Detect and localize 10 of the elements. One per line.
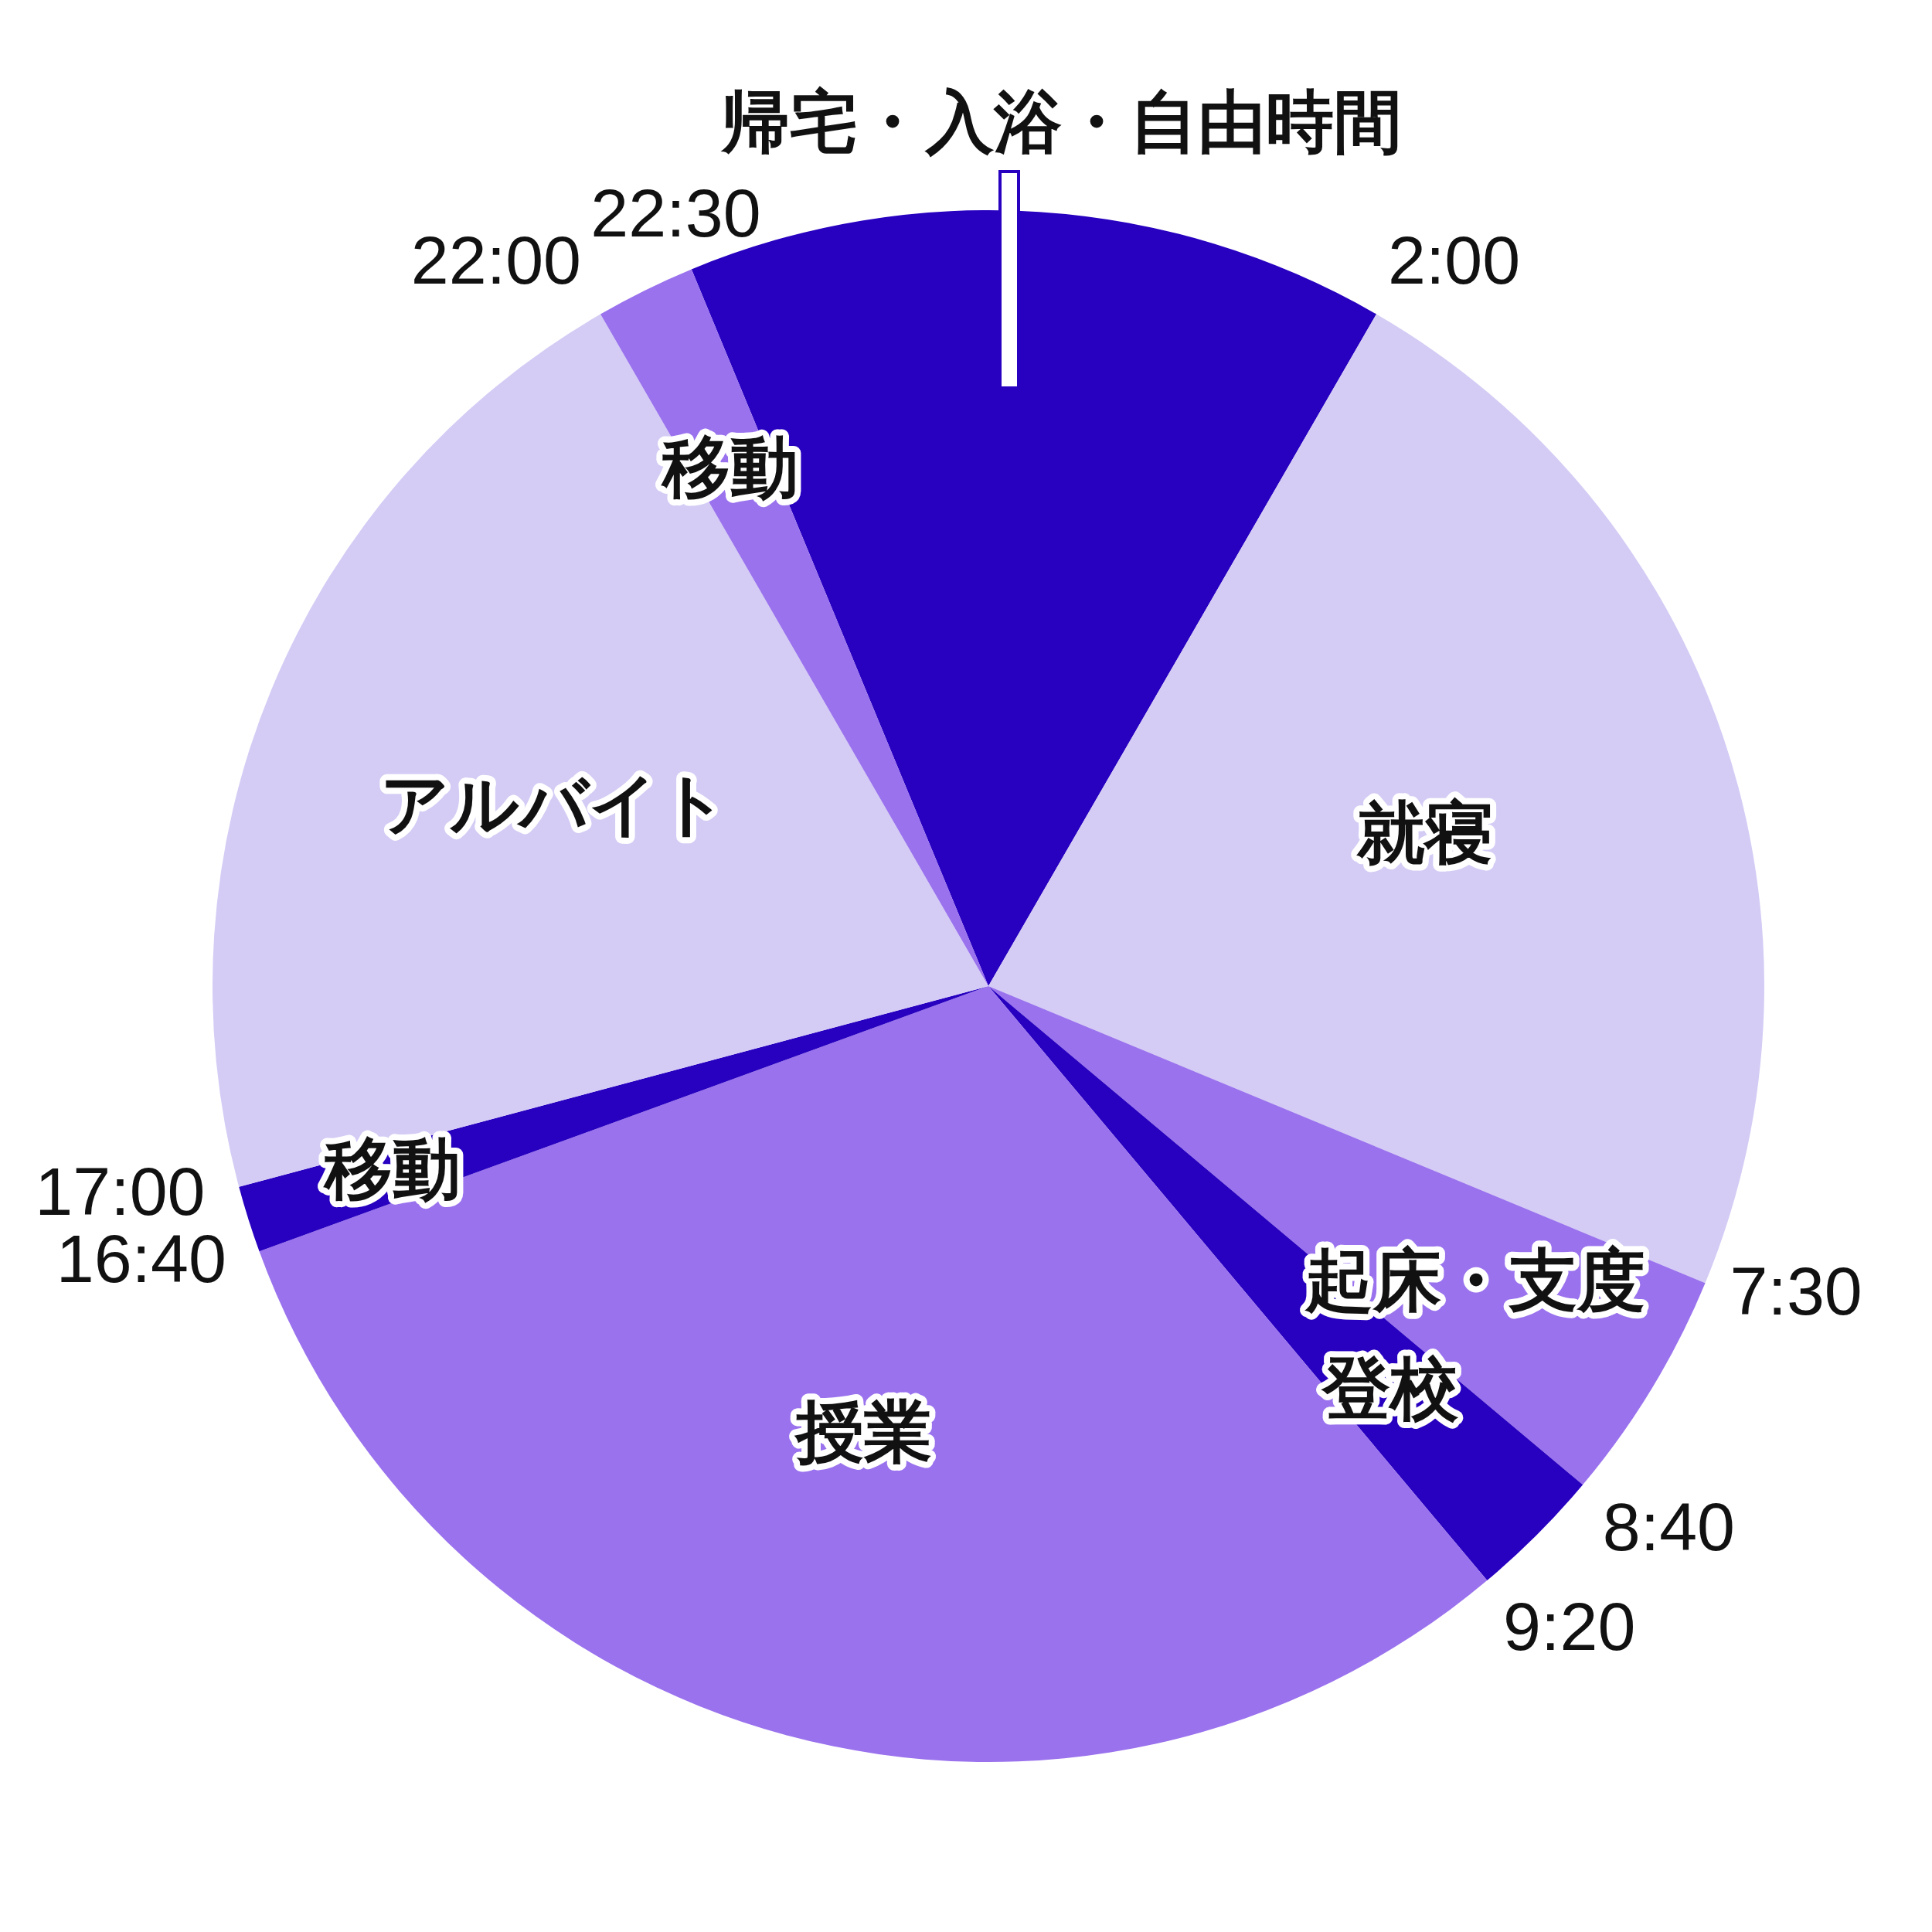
text: 9:20 — [1503, 1587, 1636, 1665]
text: 22:00 — [410, 221, 582, 298]
slice-label: 就寝 — [1356, 792, 1494, 872]
text: 2:00 — [1387, 221, 1521, 298]
text: 8:40 — [1602, 1488, 1736, 1566]
slice-label: アルバイト — [380, 764, 729, 844]
text: 22:30 — [590, 175, 761, 252]
text: 7:30 — [1730, 1253, 1862, 1330]
slice-label: 帰宅・入浴・自由時間 — [720, 81, 1402, 162]
slice-label: 移動 — [661, 427, 799, 508]
